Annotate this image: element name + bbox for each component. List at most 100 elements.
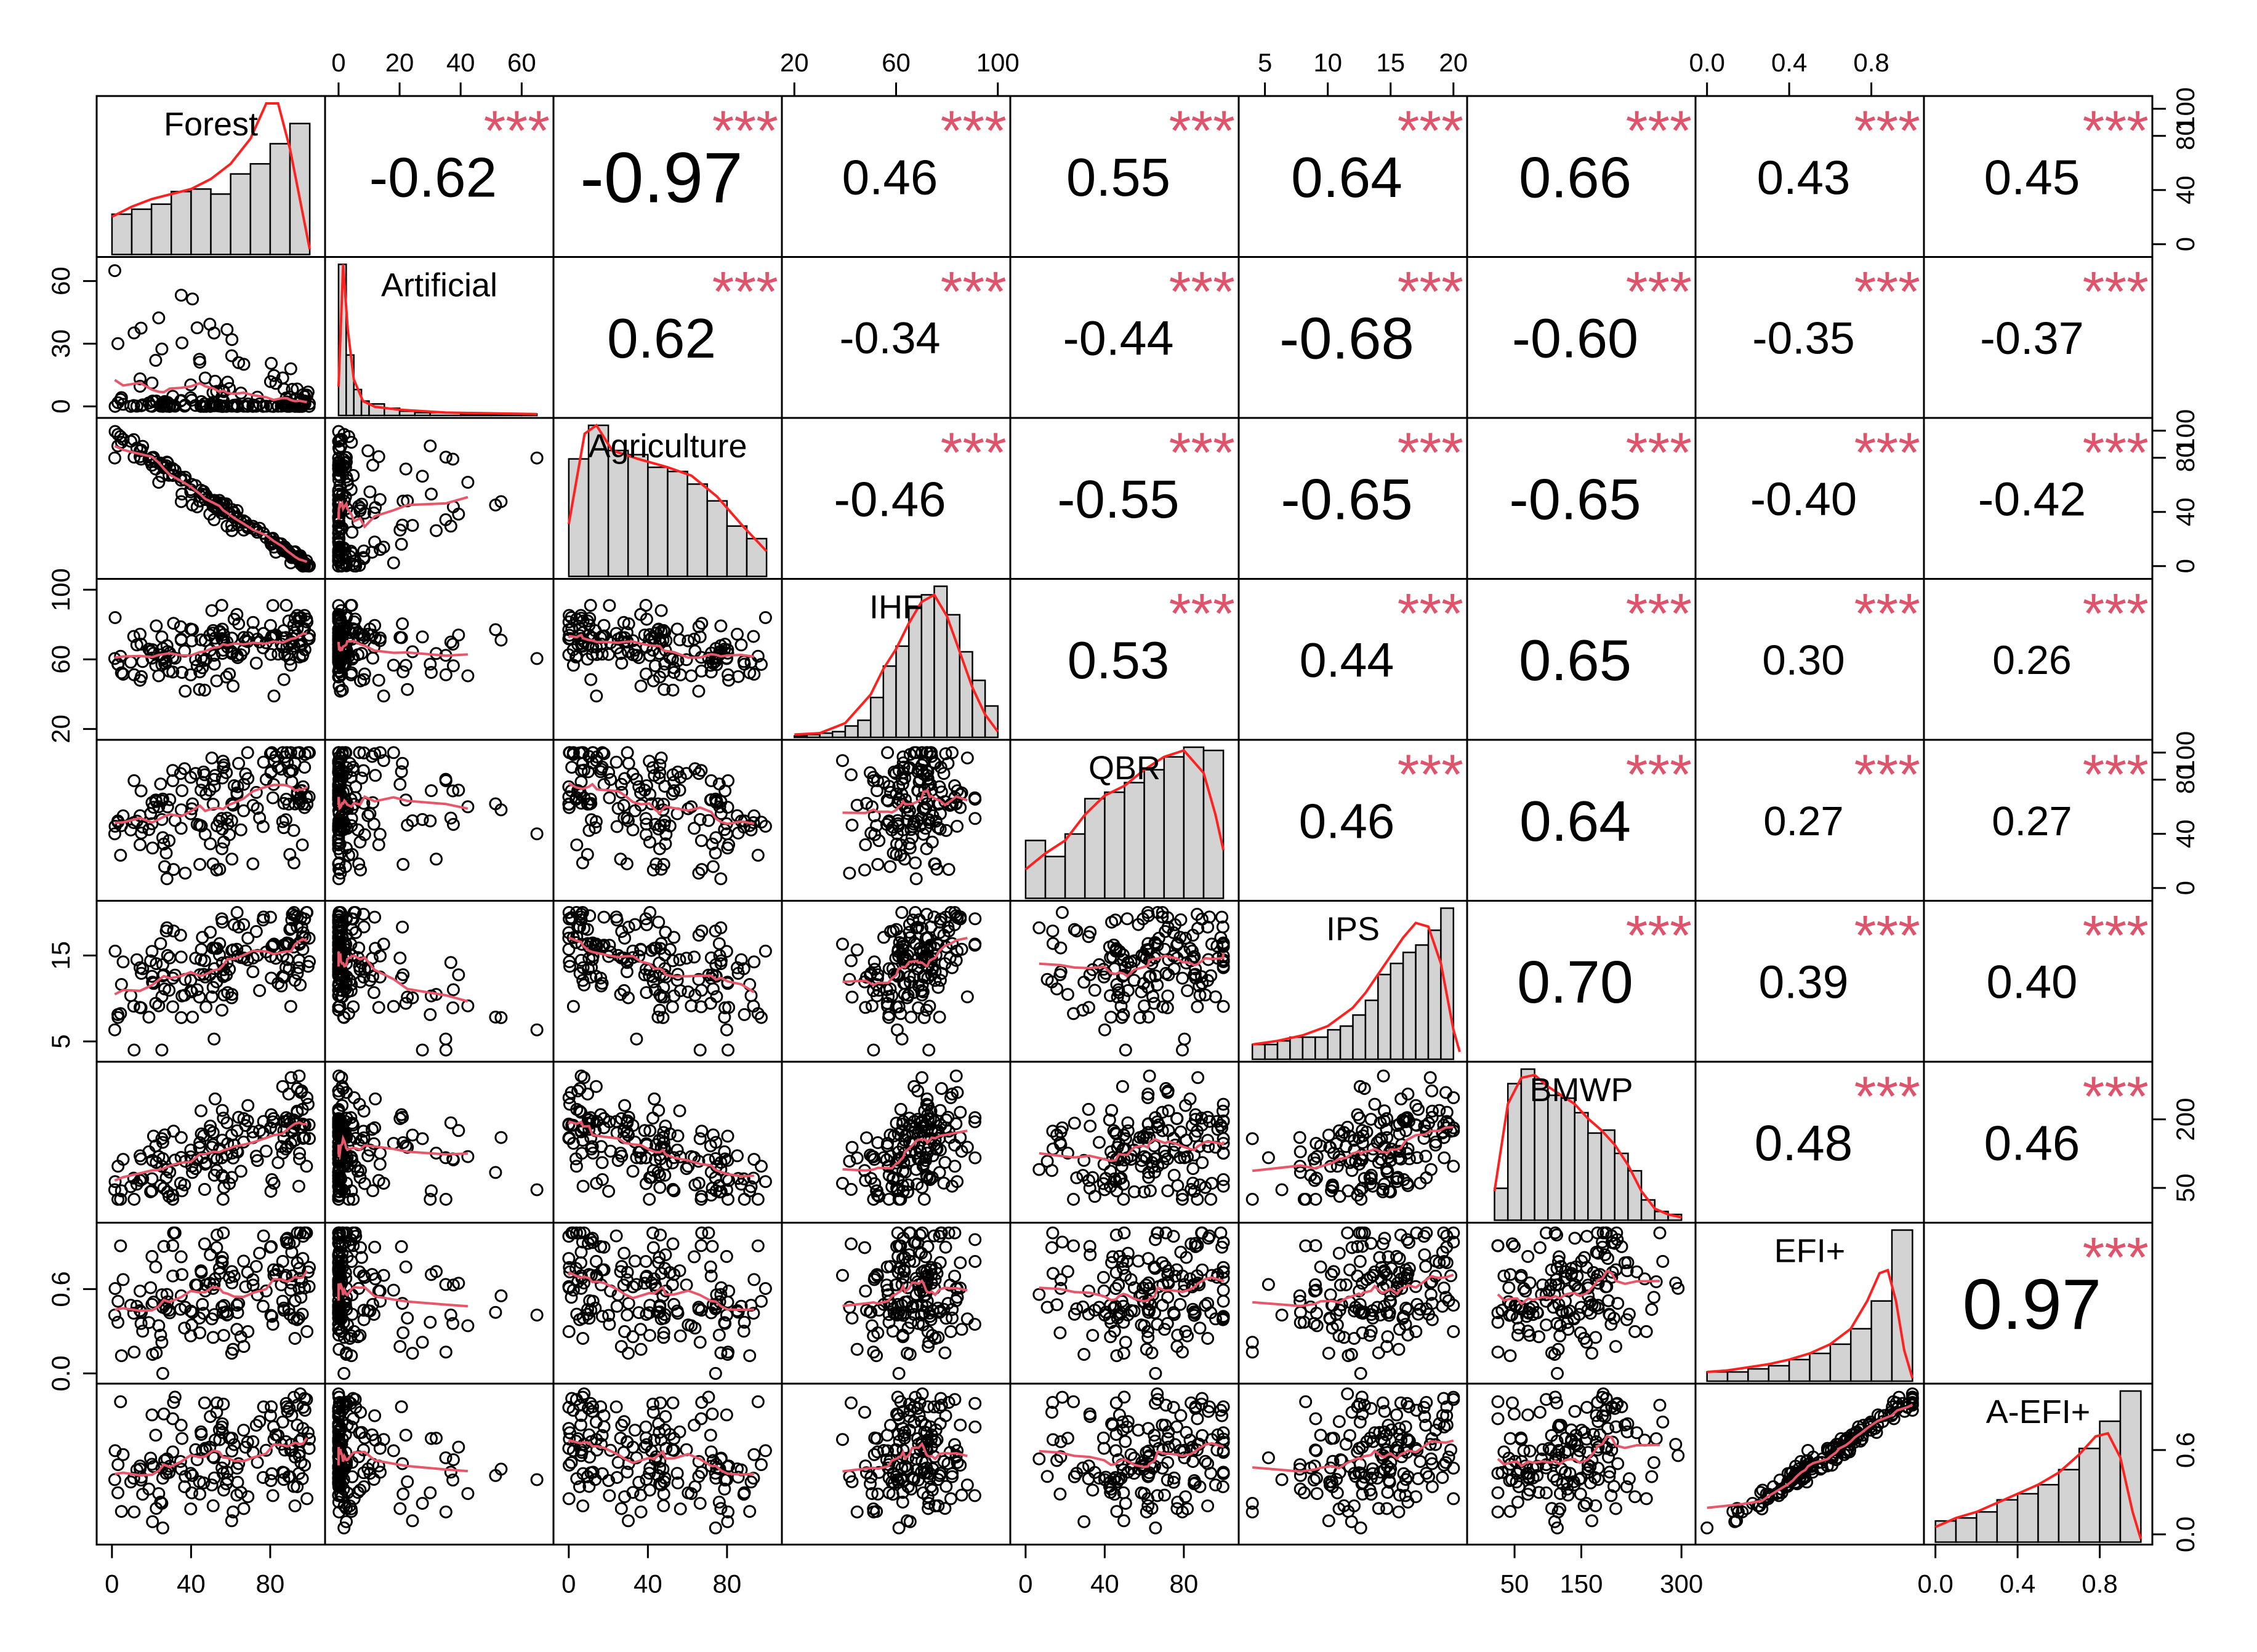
scatter-point (1275, 1309, 1289, 1322)
scatter-point (674, 668, 687, 681)
scatter-point (253, 1246, 267, 1260)
scatter-point (692, 1302, 706, 1316)
scatter-point (342, 1239, 355, 1253)
scatter-point (651, 1011, 665, 1024)
scatter-point (1138, 1185, 1151, 1199)
scatter-point (393, 1340, 407, 1353)
scatter-panel-efi-vs-ips (1245, 1226, 1460, 1380)
scatter-point (1201, 1332, 1215, 1345)
scatter-point (845, 990, 859, 1004)
scatter-point (632, 1306, 646, 1320)
scatter-point (357, 746, 371, 760)
scatter-point (439, 1043, 453, 1057)
histogram-bar (857, 719, 872, 739)
smooth-line (842, 1278, 968, 1307)
scatter-point (680, 1278, 693, 1292)
scatter-point (1140, 1278, 1153, 1292)
scatter-point (365, 1123, 379, 1136)
scatter-point (387, 556, 400, 569)
scatter-point (1167, 1230, 1180, 1243)
scatter-point (658, 683, 671, 696)
scatter-point (1353, 1254, 1367, 1268)
scatter-point (1323, 1312, 1337, 1325)
scatter-point (241, 1435, 254, 1449)
scatter-point (363, 485, 377, 499)
scatter-point (850, 1151, 864, 1165)
scatter-point (896, 943, 909, 956)
scatter-point (395, 537, 408, 551)
scatter-point (1533, 1241, 1547, 1254)
scatter-point (755, 816, 768, 829)
scatter-point (225, 1347, 238, 1360)
scatter-point (347, 469, 360, 482)
scatter-point (941, 1110, 955, 1124)
scatter-point (903, 918, 916, 931)
scatter-point (284, 746, 297, 760)
scatter-point (1205, 1269, 1218, 1282)
density-curve (337, 264, 537, 415)
scatter-point (444, 635, 457, 649)
scatter-point (295, 1084, 308, 1097)
scatter-point (755, 1294, 768, 1308)
density-curve (1252, 921, 1461, 1053)
scatter-point (234, 823, 247, 836)
scatter-point (1121, 1246, 1135, 1260)
scatter-point (494, 1011, 508, 1024)
scatter-point (563, 960, 576, 973)
scatter-point (1142, 1305, 1156, 1319)
scatter-point (968, 1115, 981, 1129)
scatter-point (1112, 986, 1125, 1000)
scatter-point (1399, 1263, 1412, 1277)
scatter-point (294, 1226, 307, 1240)
scatter-point (1503, 1268, 1517, 1281)
scatter-point (899, 1165, 912, 1179)
scatter-point (751, 849, 765, 862)
scatter-point (692, 620, 706, 633)
scatter-point (1143, 1069, 1156, 1083)
scatter-point (225, 1514, 238, 1528)
scatter-point (1508, 1240, 1521, 1253)
scatter-panel-qbr-vs-ihf (836, 746, 982, 886)
scatter-point (583, 612, 597, 625)
scatter-point (712, 1328, 726, 1342)
histogram-bar (1377, 974, 1391, 1061)
scatter-point (1124, 1153, 1138, 1166)
scatter-point (353, 628, 367, 641)
scatter-point (573, 1104, 586, 1118)
scatter-point (582, 952, 596, 965)
scatter-point (1105, 1104, 1119, 1117)
scatter-point (395, 1240, 408, 1253)
scatter-panel-bmwp-vs-qbr (1032, 1069, 1230, 1206)
scatter-point (184, 1144, 198, 1157)
scatter-point (643, 835, 656, 849)
smooth-line (115, 784, 308, 824)
smooth-line (842, 1129, 968, 1172)
scatter-point (206, 857, 220, 871)
scatter-point (845, 1312, 859, 1325)
scatter-point (1366, 1142, 1380, 1156)
scatter-point (168, 1390, 182, 1404)
scatter-point (130, 953, 143, 966)
histogram-ihf: IHF (794, 585, 999, 739)
histogram-bar (844, 725, 859, 739)
scatter-point (134, 784, 148, 798)
scatter-point (1103, 1113, 1116, 1126)
scatter-point (227, 918, 241, 931)
scatter-point (897, 977, 911, 990)
scatter-point (927, 1229, 941, 1243)
scatter-point (303, 1261, 316, 1274)
scatter-point (292, 961, 305, 974)
scatter-point (1550, 1229, 1563, 1241)
scatter-point (230, 1299, 244, 1312)
scatter-point (175, 1432, 189, 1445)
scatter-point (622, 991, 635, 1004)
scatter-point (1339, 1278, 1353, 1291)
scatter-point (284, 1000, 297, 1013)
scatter-point (903, 1254, 916, 1268)
scatter-point (124, 1180, 137, 1193)
scatter-point (671, 1129, 685, 1142)
scatter-point (452, 784, 465, 797)
scatter-point (1373, 1251, 1386, 1264)
scatter-point (915, 1181, 929, 1194)
scatter-point (1392, 1342, 1406, 1356)
